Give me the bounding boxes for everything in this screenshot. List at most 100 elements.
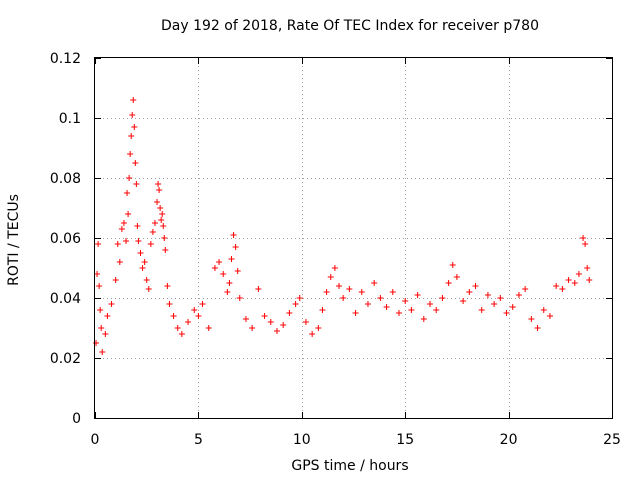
data-point [383, 304, 390, 310]
y-tick-labels: 0 0.02 0.04 0.06 0.08 0.1 0.12 [50, 51, 81, 427]
data-point [478, 307, 485, 313]
data-point [261, 313, 268, 319]
data-point [309, 331, 316, 337]
data-point [571, 280, 578, 286]
data-point [126, 175, 133, 181]
data-point [522, 286, 529, 292]
data-point [491, 301, 498, 307]
y-tick-label: 0.12 [50, 51, 81, 67]
data-point [185, 319, 192, 325]
data-point [358, 289, 365, 295]
data-point [170, 313, 177, 319]
data-point [205, 325, 212, 331]
data-point [102, 331, 109, 337]
data-point [242, 316, 249, 322]
data-point [484, 292, 491, 298]
data-point [580, 235, 587, 241]
data-point [267, 319, 274, 325]
x-tick-label: 0 [91, 432, 100, 448]
y-tick-label: 0.04 [50, 291, 81, 307]
data-point [315, 325, 322, 331]
x-tick-label: 25 [603, 432, 621, 448]
grid-lines [95, 58, 612, 418]
data-point [228, 256, 235, 262]
data-point [280, 322, 287, 328]
data-point [94, 271, 101, 277]
data-point [255, 286, 262, 292]
data-point [124, 190, 131, 196]
data-point [166, 301, 173, 307]
data-point [216, 259, 223, 265]
data-point [584, 265, 591, 271]
data-point [161, 235, 168, 241]
data-point [132, 160, 139, 166]
x-tick-label: 20 [500, 432, 518, 448]
data-point [575, 271, 582, 277]
data-point [134, 223, 141, 229]
data-point [125, 211, 132, 217]
data-point [340, 295, 347, 301]
data-point [98, 325, 105, 331]
data-point [503, 310, 510, 316]
data-point [453, 274, 460, 280]
y-tick-label: 0.08 [50, 171, 81, 187]
data-point [137, 250, 144, 256]
data-point [104, 313, 111, 319]
data-point [466, 289, 473, 295]
data-point [553, 283, 560, 289]
data-point [414, 292, 421, 298]
data-point [108, 301, 115, 307]
data-point [582, 241, 589, 247]
data-point [174, 325, 181, 331]
data-point [156, 187, 163, 193]
data-point [141, 259, 148, 265]
data-point [234, 268, 241, 274]
data-point [145, 286, 152, 292]
data-point [449, 262, 456, 268]
data-point [515, 292, 522, 298]
data-point [402, 298, 409, 304]
data-point [445, 280, 452, 286]
data-point [395, 310, 402, 316]
data-point [230, 232, 237, 238]
data-point [157, 205, 164, 211]
data-point [114, 241, 121, 247]
data-point [528, 316, 535, 322]
data-point [534, 325, 541, 331]
axis-ticks [95, 58, 613, 419]
data-point [331, 265, 338, 271]
data-point [199, 301, 206, 307]
data-point [151, 220, 158, 226]
data-point [118, 226, 125, 232]
data-point [460, 298, 467, 304]
x-tick-label: 5 [194, 432, 203, 448]
data-point [565, 277, 572, 283]
data-point [162, 247, 169, 253]
data-point [164, 283, 171, 289]
data-point [133, 181, 140, 187]
data-point [129, 112, 136, 118]
data-point [323, 289, 330, 295]
x-tick-labels: 0 5 10 15 20 25 [91, 432, 621, 448]
data-point [95, 241, 102, 247]
data-point [130, 97, 137, 103]
data-point [123, 238, 130, 244]
data-point [160, 223, 167, 229]
data-point [112, 277, 119, 283]
x-tick-label: 15 [396, 432, 414, 448]
data-point [220, 271, 227, 277]
data-point [195, 313, 202, 319]
data-point [143, 277, 150, 283]
data-point [249, 325, 256, 331]
data-point [586, 277, 593, 283]
data-point [346, 286, 353, 292]
data-point [224, 289, 231, 295]
data-point [389, 289, 396, 295]
data-point [139, 265, 146, 271]
data-point [509, 304, 516, 310]
data-point [147, 241, 154, 247]
data-point [116, 259, 123, 265]
data-point [191, 307, 198, 313]
data-point [155, 181, 162, 187]
